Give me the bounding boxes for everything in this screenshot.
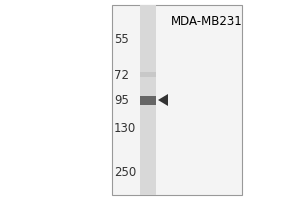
Polygon shape [158, 94, 168, 106]
Text: 55: 55 [114, 33, 129, 46]
Text: 95: 95 [114, 94, 129, 106]
Bar [112, 5, 242, 195]
Text: 72: 72 [114, 69, 129, 82]
Bar [140, 72, 156, 77]
Bar [140, 5, 156, 195]
Text: 130: 130 [114, 122, 136, 135]
Bar [140, 96, 156, 104]
Text: 250: 250 [114, 166, 136, 179]
Text: MDA-MB231: MDA-MB231 [170, 15, 242, 28]
